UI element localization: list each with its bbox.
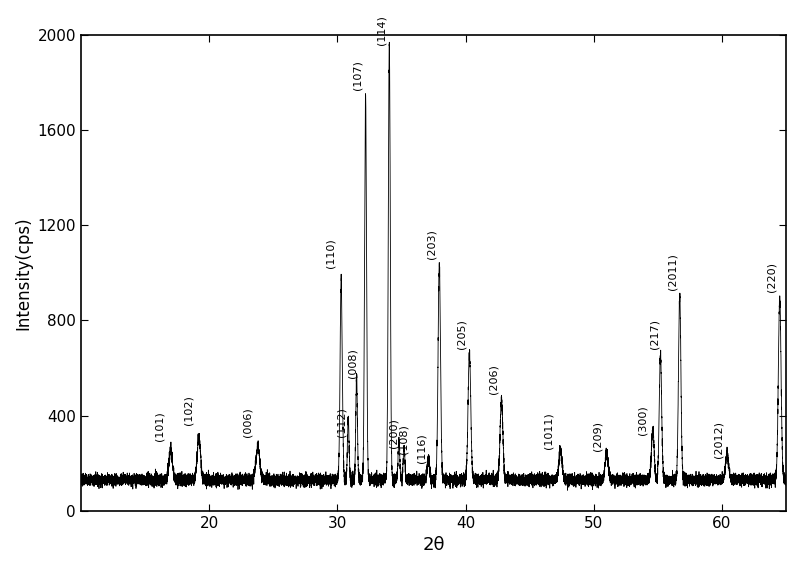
Text: (114): (114) — [377, 15, 386, 44]
Text: (102): (102) — [184, 395, 194, 425]
Text: (008): (008) — [347, 348, 357, 378]
Text: (107): (107) — [353, 60, 363, 90]
Text: (200): (200) — [389, 418, 398, 448]
Text: (101): (101) — [154, 411, 164, 441]
Text: (116): (116) — [416, 433, 426, 463]
Text: (300): (300) — [638, 405, 647, 435]
Text: (110): (110) — [326, 239, 335, 268]
Text: (209): (209) — [593, 421, 602, 451]
Text: (2012): (2012) — [713, 421, 723, 458]
X-axis label: 2θ: 2θ — [422, 536, 445, 554]
Text: (108): (108) — [398, 424, 408, 454]
Text: (112): (112) — [337, 407, 347, 437]
Text: (1011): (1011) — [544, 412, 554, 449]
Text: (203): (203) — [426, 229, 437, 258]
Text: (205): (205) — [457, 319, 466, 349]
Y-axis label: Intensity(cps): Intensity(cps) — [14, 216, 32, 329]
Text: (217): (217) — [650, 319, 660, 349]
Text: (206): (206) — [489, 364, 498, 394]
Text: (006): (006) — [242, 407, 253, 437]
Text: (220): (220) — [766, 262, 776, 292]
Text: (2011): (2011) — [667, 253, 677, 290]
